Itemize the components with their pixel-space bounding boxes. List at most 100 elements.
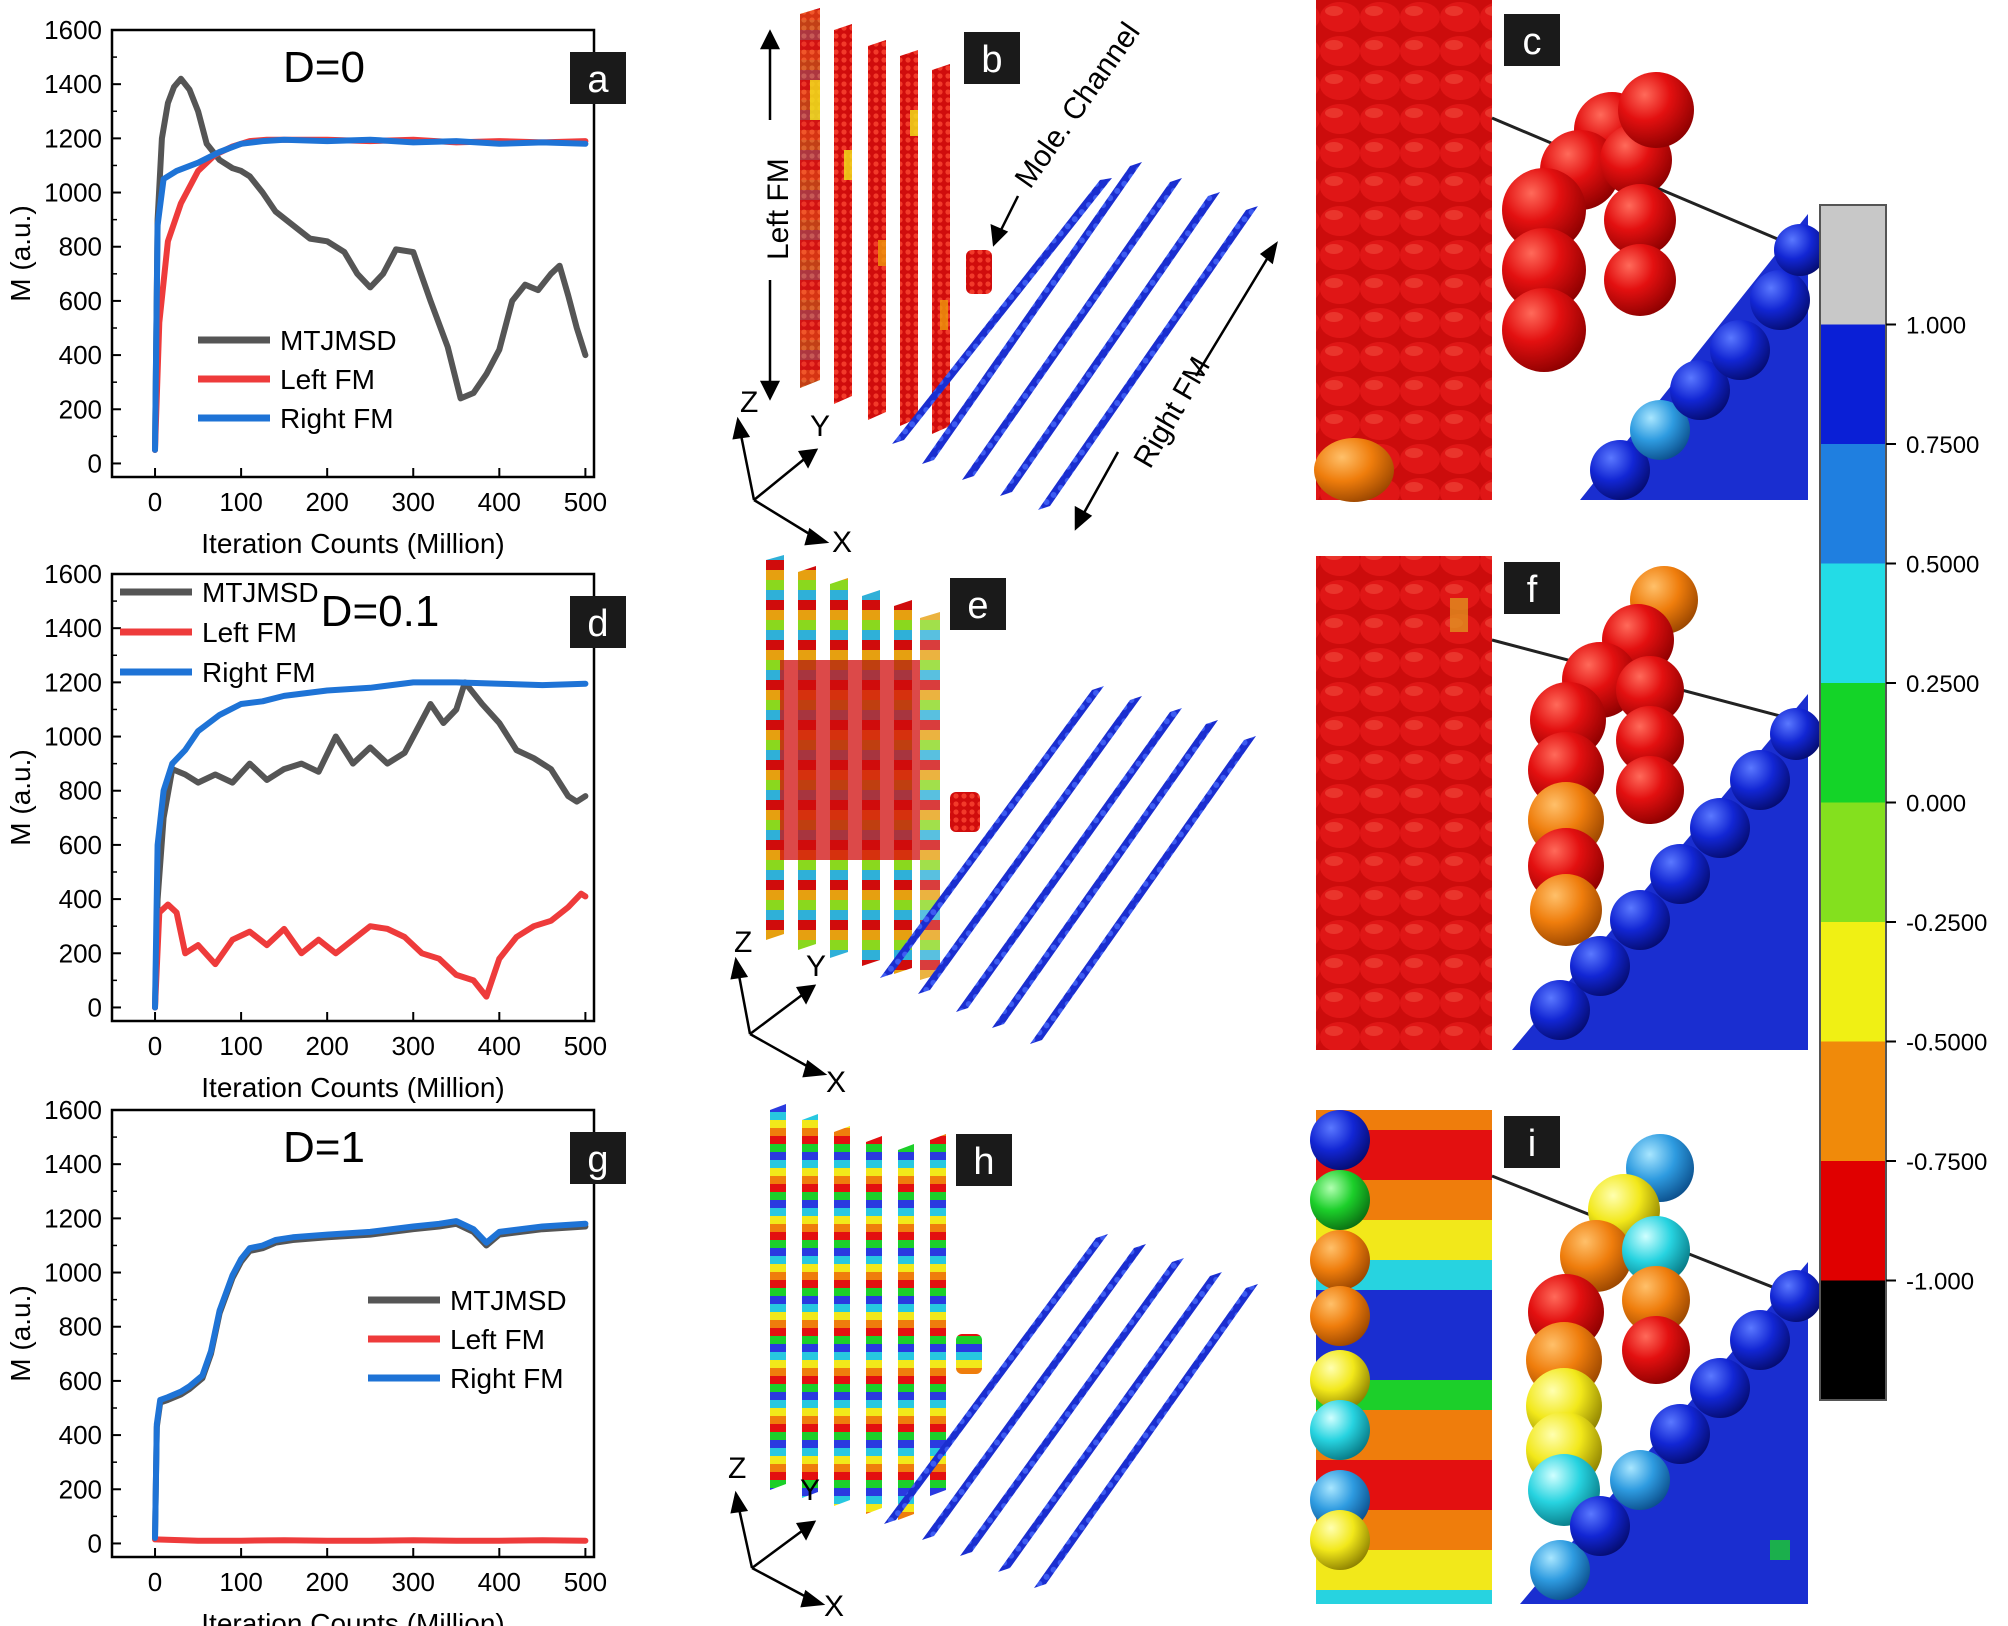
panel-label-b-box <box>964 32 1020 84</box>
panel-label-box <box>570 52 626 104</box>
colorbar: 1.000 0.7500 0.5000 0.2500 0.000 -0.2500 -0.50… <box>1819 204 1987 1401</box>
molecule-ring <box>1528 566 1698 946</box>
y-tick-label: 1200 <box>44 123 102 153</box>
panel-label: g <box>587 1139 608 1181</box>
plot-frame <box>110 572 596 1023</box>
colorbar-tick-label: -0.2500 <box>1906 910 1987 937</box>
series-line-right-fm <box>152 679 589 1011</box>
panel-label-e-box <box>950 578 1006 630</box>
axis-x-b: X <box>832 526 852 559</box>
x-tick-label: 0 <box>148 1031 162 1061</box>
colorbar-tick-label: 0.7500 <box>1906 432 1979 459</box>
legend-label: MTJMSD <box>280 325 397 356</box>
series-line-left-fm <box>152 890 589 1011</box>
y-tick-label: 0 <box>88 992 102 1022</box>
series-line-right-fm <box>152 136 589 453</box>
axis-z-e: Z <box>734 926 752 959</box>
panel-label-c: c <box>1523 21 1542 63</box>
x-tick-label: 400 <box>478 1567 521 1597</box>
molecule-channel <box>956 1334 982 1374</box>
y-tick-label: 0 <box>88 1528 102 1558</box>
y-axis-label: M (a.u.) <box>5 205 36 301</box>
axis-y-h: Y <box>800 1474 820 1507</box>
y-tick-label: 1600 <box>44 15 102 45</box>
y-tick-label: 800 <box>59 776 102 806</box>
x-tick-label: 200 <box>305 487 348 517</box>
panel-label-box <box>570 1132 626 1184</box>
colorbar-tick-label: -1.000 <box>1906 1269 1974 1296</box>
y-tick-label: 200 <box>59 938 102 968</box>
y-axis-label: M (a.u.) <box>5 749 36 845</box>
colorbar-tick-label: -0.7500 <box>1906 1149 1987 1176</box>
colorbar-segment <box>1820 205 1886 325</box>
panel-h-structure: h <box>770 1104 1258 1588</box>
colorbar-segment <box>1820 444 1886 564</box>
y-tick-label: 0 <box>88 448 102 478</box>
right-fm-rods <box>892 162 1258 510</box>
right-fm-rods <box>884 1234 1258 1588</box>
y-tick-label: 1200 <box>44 1203 102 1233</box>
panel-c-zoom: c <box>1314 0 1826 502</box>
mole-channel-label: Mole. Channel <box>1009 17 1147 194</box>
x-tick-label: 400 <box>478 1031 521 1061</box>
right-fm-arrow <box>1074 241 1278 531</box>
y-tick-label: 600 <box>59 1366 102 1396</box>
blue-rod-zoom <box>1580 214 1826 500</box>
panel-b-structure: Left FM Mole. Channel Right FM b <box>759 8 1278 531</box>
x-tick-label: 300 <box>392 487 435 517</box>
panel-label-e: e <box>967 585 988 627</box>
x-tick-label: 300 <box>392 1031 435 1061</box>
legend-label: Right FM <box>202 657 316 688</box>
y-tick-label: 1000 <box>44 178 102 208</box>
x-tick-label: 500 <box>564 487 607 517</box>
panel-i-zoom: i <box>1310 1110 1822 1604</box>
colorbar-tick-label: 0.000 <box>1906 791 1966 818</box>
x-tick-label: 500 <box>564 1031 607 1061</box>
axis-y-e: Y <box>806 950 826 983</box>
panel-label-i-box <box>1504 1116 1560 1168</box>
molecule-ring <box>1502 72 1694 372</box>
y-tick-label: 1400 <box>44 1149 102 1179</box>
legend-label: Left FM <box>202 617 297 648</box>
y-tick-label: 400 <box>59 340 102 370</box>
left-fm-label: Left FM <box>762 158 795 260</box>
legend-label: MTJMSD <box>202 577 319 608</box>
x-axis-label: Iteration Counts (Million) <box>201 1608 504 1626</box>
x-tick-label: 100 <box>219 1567 262 1597</box>
series-line-left-fm <box>152 1536 589 1544</box>
blue-rod-zoom <box>1512 694 1822 1050</box>
left-fm-plates <box>766 555 940 980</box>
y-tick-label: 1600 <box>44 559 102 589</box>
plot-frame <box>110 28 596 479</box>
colorbar-segment <box>1820 802 1886 922</box>
axis-x-h: X <box>824 1590 844 1623</box>
colorbar-tick-label: 0.5000 <box>1906 552 1979 579</box>
mole-channel-arrow <box>990 195 1020 247</box>
panel-label-b: b <box>981 39 1002 81</box>
x-axis-label: Iteration Counts (Million) <box>201 528 504 559</box>
colorbar-segment <box>1820 1041 1886 1161</box>
blue-rod-zoom <box>1520 1262 1822 1604</box>
series-line-mtjmsd <box>152 679 589 1011</box>
legend-label: Right FM <box>280 403 394 434</box>
left-fm-arrow <box>759 29 781 401</box>
y-tick-label: 200 <box>59 1474 102 1504</box>
colorbar-segment <box>1820 1280 1886 1400</box>
chart-annotation: D=0.1 <box>321 587 440 636</box>
colorbar-tick-label: -0.5000 <box>1906 1030 1987 1057</box>
axis-y-b: Y <box>810 410 830 443</box>
colorbar-tick-label: 0.2500 <box>1906 671 1979 698</box>
y-tick-label: 200 <box>59 394 102 424</box>
x-tick-label: 400 <box>478 487 521 517</box>
molecule-ring <box>1526 1134 1694 1526</box>
y-tick-label: 600 <box>59 830 102 860</box>
series-line-mtjmsd <box>152 75 589 453</box>
axis-triad-b <box>732 416 830 546</box>
panel-label-h: h <box>973 1141 994 1183</box>
x-tick-label: 200 <box>305 1567 348 1597</box>
chart-annotation: D=1 <box>283 1123 365 1172</box>
panel-label-c-box <box>1504 14 1560 66</box>
y-tick-label: 1600 <box>44 1095 102 1125</box>
colorbar-segment <box>1820 683 1886 803</box>
x-tick-label: 300 <box>392 1567 435 1597</box>
